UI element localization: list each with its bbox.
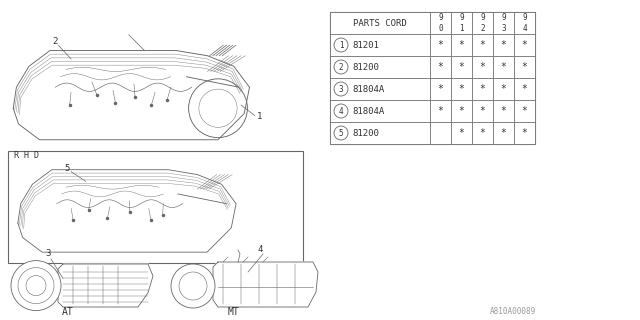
Text: *: * [438, 62, 444, 72]
Text: *: * [438, 106, 444, 116]
Text: *: * [479, 106, 485, 116]
Text: *: * [459, 128, 465, 138]
Text: PARTS CORD: PARTS CORD [353, 19, 407, 28]
Bar [493, 78, 514, 100]
Text: 5: 5 [65, 164, 70, 173]
Text: *: * [479, 62, 485, 72]
Text: *: * [459, 62, 465, 72]
Text: *: * [459, 84, 465, 94]
Text: *: * [522, 128, 527, 138]
Text: 9
2: 9 2 [480, 13, 485, 33]
Bar [330, 122, 430, 144]
Bar [451, 34, 472, 56]
Text: 9
0: 9 0 [438, 13, 443, 33]
Polygon shape [58, 264, 153, 307]
Text: 81804A: 81804A [352, 107, 384, 116]
Text: *: * [522, 106, 527, 116]
Text: *: * [479, 84, 485, 94]
Bar [430, 78, 451, 100]
Text: *: * [479, 40, 485, 50]
Bar [451, 12, 472, 34]
Text: *: * [459, 40, 465, 50]
Text: 81804A: 81804A [352, 84, 384, 93]
Bar [514, 78, 535, 100]
Bar [451, 56, 472, 78]
Bar [330, 34, 430, 56]
Bar [514, 12, 535, 34]
Circle shape [171, 264, 215, 308]
Bar [472, 100, 493, 122]
Bar [430, 12, 451, 34]
Text: *: * [500, 40, 506, 50]
Text: 9
1: 9 1 [459, 13, 464, 33]
Text: *: * [500, 62, 506, 72]
Text: R H D: R H D [14, 151, 39, 160]
Bar [451, 78, 472, 100]
Text: *: * [479, 128, 485, 138]
Text: *: * [522, 84, 527, 94]
Text: 1: 1 [257, 112, 262, 121]
Bar [472, 122, 493, 144]
Text: 81201: 81201 [352, 41, 379, 50]
Text: 81200: 81200 [352, 129, 379, 138]
Text: 2: 2 [339, 62, 343, 71]
Text: A810A00089: A810A00089 [490, 307, 536, 316]
Bar [514, 34, 535, 56]
Text: *: * [438, 84, 444, 94]
Bar [330, 100, 430, 122]
Text: *: * [522, 62, 527, 72]
Bar [430, 122, 451, 144]
Text: 9
4: 9 4 [522, 13, 527, 33]
Text: *: * [500, 106, 506, 116]
Text: 2: 2 [52, 37, 58, 46]
Text: MT: MT [227, 307, 239, 317]
Text: 5: 5 [339, 129, 343, 138]
Text: 3: 3 [45, 249, 51, 258]
Bar [330, 12, 535, 144]
Bar [472, 12, 493, 34]
Text: *: * [500, 84, 506, 94]
Text: 9
3: 9 3 [501, 13, 506, 33]
Circle shape [11, 260, 61, 311]
Text: *: * [500, 128, 506, 138]
Bar [493, 12, 514, 34]
Bar [514, 56, 535, 78]
Text: AT: AT [62, 307, 74, 317]
Text: *: * [438, 40, 444, 50]
Bar [493, 122, 514, 144]
Bar [330, 56, 430, 78]
Bar [430, 100, 451, 122]
Text: 3: 3 [339, 84, 343, 93]
Bar [8, 151, 303, 263]
Bar [451, 100, 472, 122]
Bar [472, 34, 493, 56]
Bar [472, 56, 493, 78]
Bar [514, 100, 535, 122]
Text: 4: 4 [339, 107, 343, 116]
Bar [493, 34, 514, 56]
Bar [430, 56, 451, 78]
Text: 4: 4 [257, 245, 262, 254]
Text: 81200: 81200 [352, 62, 379, 71]
Text: 1: 1 [339, 41, 343, 50]
Text: *: * [522, 40, 527, 50]
Bar [472, 78, 493, 100]
Polygon shape [213, 262, 318, 307]
Bar [493, 100, 514, 122]
Bar [451, 122, 472, 144]
Bar [514, 122, 535, 144]
Bar [493, 56, 514, 78]
Bar [430, 34, 451, 56]
Bar [330, 12, 430, 34]
Text: *: * [459, 106, 465, 116]
Bar [330, 78, 430, 100]
